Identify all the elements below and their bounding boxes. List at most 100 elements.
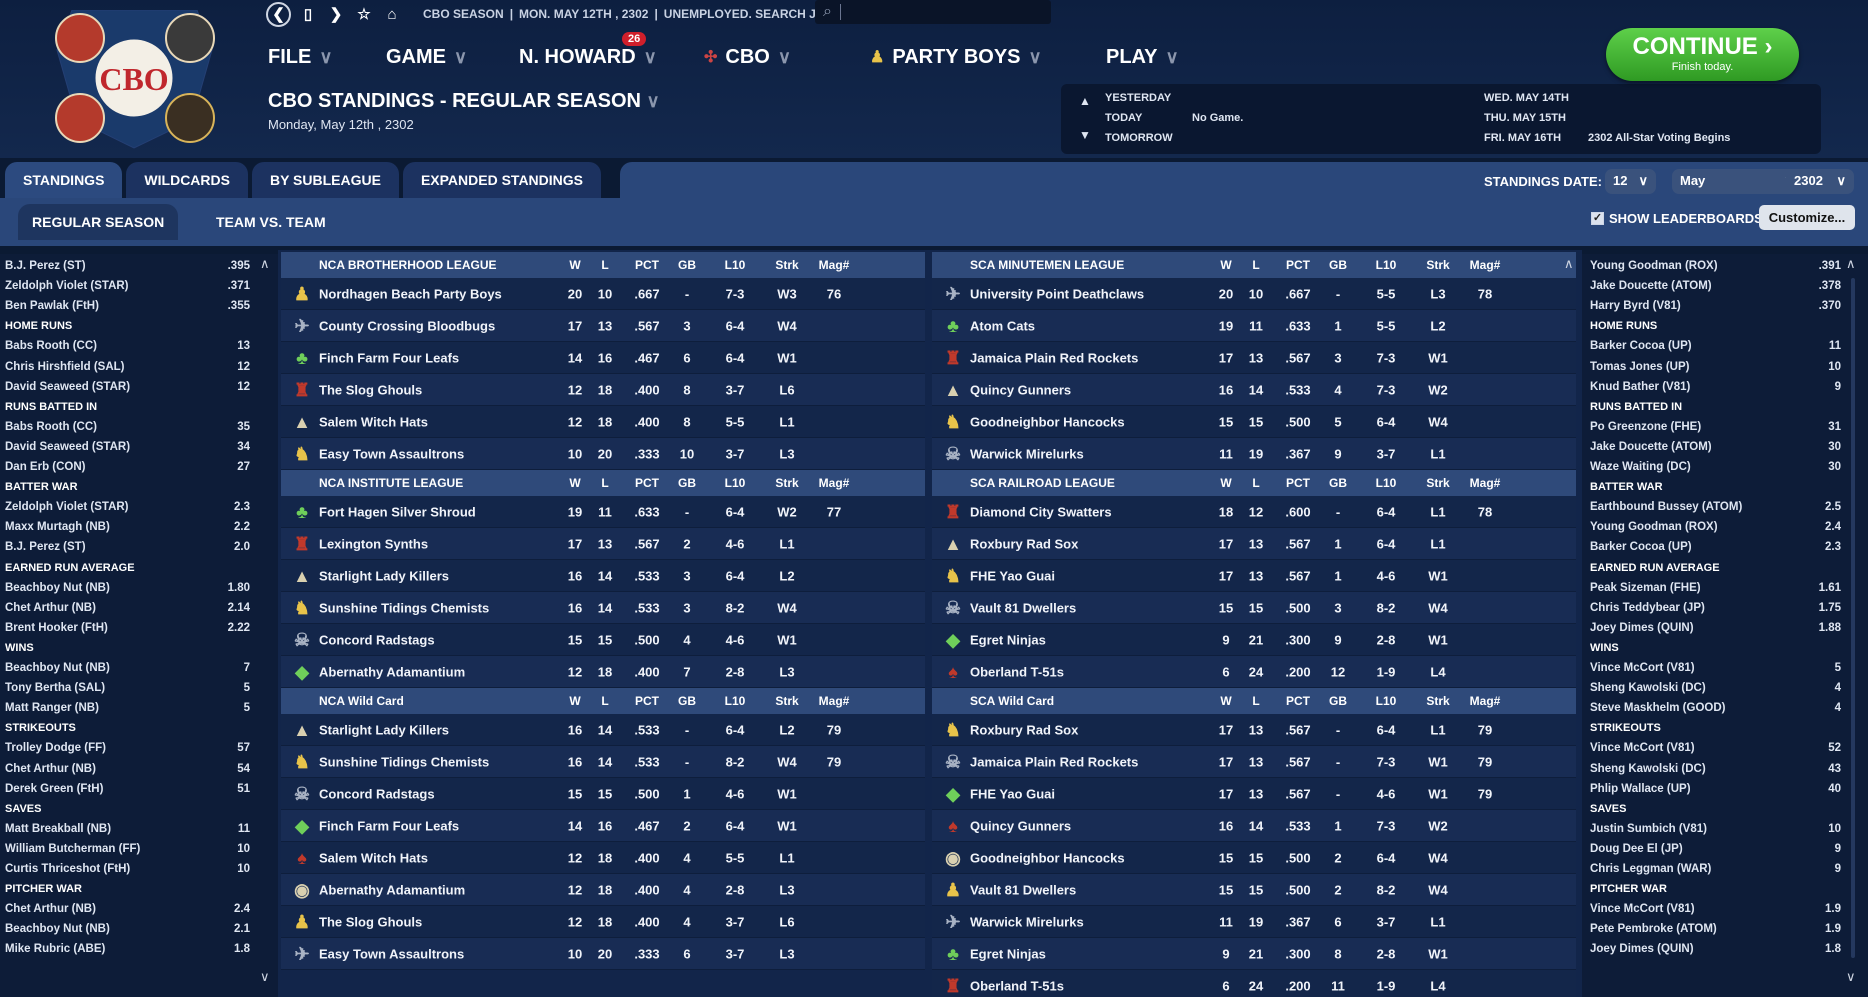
team-name[interactable]: Jamaica Plain Red Rockets bbox=[970, 754, 1139, 769]
table-row[interactable]: ✈ University Point Deathclaws 20 10 .667 - 5-5… bbox=[932, 278, 1576, 310]
leader-name[interactable]: David Seaweed (STAR) bbox=[5, 440, 131, 453]
table-row[interactable]: ☠ Vault 81 Dwellers 15 15 .500 3 8-2 W4 bbox=[932, 592, 1576, 624]
column-header[interactable]: L bbox=[601, 258, 609, 272]
team-name[interactable]: Quincy Gunners bbox=[970, 382, 1072, 397]
team-name[interactable]: Goodneighbor Hancocks bbox=[970, 850, 1125, 865]
team-name[interactable]: Atom Cats bbox=[970, 318, 1036, 333]
table-row[interactable]: ☠ Jamaica Plain Red Rockets 17 13 .567 - 7-3 W1… bbox=[932, 746, 1576, 778]
column-header[interactable]: L10 bbox=[1375, 694, 1397, 708]
scroll-up-icon[interactable]: ∧ bbox=[260, 256, 270, 271]
team-name[interactable]: Fort Hagen Silver Shroud bbox=[319, 504, 476, 519]
team-name[interactable]: Roxbury Rad Sox bbox=[970, 722, 1079, 737]
column-header[interactable]: Mag# bbox=[1469, 694, 1501, 708]
leader-name[interactable]: Beachboy Nut (NB) bbox=[5, 662, 110, 674]
team-name[interactable]: Vault 81 Dwellers bbox=[970, 600, 1077, 615]
breadcrumb-item[interactable]: UNEMPLOYED. SEARCH JOBS... bbox=[663, 7, 852, 21]
leader-name[interactable]: Chet Arthur (NB) bbox=[5, 903, 96, 916]
column-header[interactable]: L bbox=[1252, 476, 1260, 490]
page-title[interactable]: CBO STANDINGS - REGULAR SEASON ∨ bbox=[268, 90, 660, 112]
team-name[interactable]: Vault 81 Dwellers bbox=[970, 882, 1077, 897]
team-name[interactable]: The Slog Ghouls bbox=[319, 914, 423, 929]
leader-name[interactable]: Harry Byrd (V81) bbox=[1590, 300, 1681, 313]
team-name[interactable]: FHE Yao Guai bbox=[970, 786, 1056, 801]
search-input[interactable] bbox=[839, 4, 1020, 20]
scroll-up-icon[interactable]: ∧ bbox=[1846, 256, 1856, 271]
column-header[interactable]: Strk bbox=[1426, 694, 1450, 708]
leader-name[interactable]: Beachboy Nut (NB) bbox=[5, 581, 110, 594]
table-row[interactable]: ✈ Warwick Mirelurks 11 19 .367 6 3-7 L1 bbox=[932, 906, 1576, 938]
table-row[interactable]: ♜ The Slog Ghouls 12 18 .400 8 3-7 L6 bbox=[281, 374, 925, 406]
team-name[interactable]: Concord Radstags bbox=[319, 786, 435, 801]
column-header[interactable]: PCT bbox=[1286, 258, 1310, 272]
up-arrow-icon[interactable]: ▲ bbox=[1079, 94, 1091, 108]
table-row[interactable]: ▲ Quincy Gunners 16 14 .533 4 7-3 W2 bbox=[932, 374, 1576, 406]
column-header[interactable]: W bbox=[569, 258, 581, 272]
column-header[interactable]: W bbox=[1220, 476, 1232, 490]
table-row[interactable]: ▲ Starlight Lady Killers 16 14 .533 - 6-4 L2 79 bbox=[281, 714, 925, 746]
column-header[interactable]: PCT bbox=[635, 694, 659, 708]
scroll-down-icon[interactable]: ∨ bbox=[1846, 969, 1856, 984]
table-row[interactable]: ♠ Salem Witch Hats 12 18 .400 4 5-5 L1 bbox=[281, 842, 925, 874]
team-name[interactable]: Diamond City Swatters bbox=[970, 504, 1112, 519]
scroll-up-icon[interactable]: ∧ bbox=[1564, 256, 1574, 271]
team-name[interactable]: Goodneighbor Hancocks bbox=[970, 414, 1125, 429]
table-row[interactable]: ✈ Easy Town Assaultrons 10 20 .333 6 3-7 L3 bbox=[281, 938, 925, 970]
team-name[interactable]: Abernathy Adamantium bbox=[319, 664, 466, 679]
table-row[interactable]: ✈ County Crossing Bloodbugs 17 13 .567 3 6-4 W4 bbox=[281, 310, 925, 342]
team-name[interactable]: Salem Witch Hats bbox=[319, 850, 428, 865]
table-row[interactable]: ♟ The Slog Ghouls 12 18 .400 4 3-7 L6 bbox=[281, 906, 925, 938]
leader-name[interactable]: Chris Hirshfield (SAL) bbox=[5, 360, 125, 373]
team-name[interactable]: Jamaica Plain Red Rockets bbox=[970, 350, 1139, 365]
table-row[interactable]: ♞ Goodneighbor Hancocks 15 15 .500 5 6-4 W4 bbox=[932, 406, 1576, 438]
leader-name[interactable]: Joey Dimes (QUIN) bbox=[1590, 621, 1694, 634]
leader-name[interactable]: B.J. Perez (ST) bbox=[5, 260, 86, 272]
table-row[interactable]: ♜ Lexington Synths 17 13 .567 2 4-6 L1 bbox=[281, 528, 925, 560]
column-header[interactable]: Mag# bbox=[1469, 258, 1501, 272]
table-row[interactable]: ☠ Concord Radstags 15 15 .500 1 4-6 W1 bbox=[281, 778, 925, 810]
leader-name[interactable]: Phlip Wallace (UP) bbox=[1590, 782, 1691, 795]
table-row[interactable]: ♣ Egret Ninjas 9 21 .300 8 2-8 W1 bbox=[932, 938, 1576, 970]
month-select[interactable]: May∨ bbox=[1672, 169, 1802, 194]
table-row[interactable]: ◆ Finch Farm Four Leafs 14 16 .467 2 6-4 W1 bbox=[281, 810, 925, 842]
leader-name[interactable]: Curtis Thriceshot (FtH) bbox=[5, 863, 131, 875]
leader-name[interactable]: Young Goodman (ROX) bbox=[1590, 260, 1718, 272]
team-name[interactable]: University Point Deathclaws bbox=[970, 286, 1145, 301]
tab-by-subleague[interactable]: BY SUBLEAGUE bbox=[251, 162, 399, 198]
breadcrumb-item[interactable]: MON. MAY 12TH , 2302 bbox=[519, 7, 649, 21]
table-row[interactable]: ♞ Roxbury Rad Sox 17 13 .567 - 6-4 L1 79 bbox=[932, 714, 1576, 746]
team-name[interactable]: Egret Ninjas bbox=[970, 632, 1046, 647]
table-row[interactable]: ♞ Easy Town Assaultrons 10 20 .333 10 3-7 L3 bbox=[281, 438, 925, 470]
team-name[interactable]: Concord Radstags bbox=[319, 632, 435, 647]
table-row[interactable]: ◉ Abernathy Adamantium 12 18 .400 4 2-8 L3 bbox=[281, 874, 925, 906]
leader-name[interactable]: David Seaweed (STAR) bbox=[5, 380, 131, 393]
column-header[interactable]: L10 bbox=[1375, 476, 1397, 490]
column-header[interactable]: GB bbox=[678, 476, 696, 490]
leader-name[interactable]: Ben Pawlak (FtH) bbox=[5, 300, 99, 313]
table-row[interactable]: ▲ Roxbury Rad Sox 17 13 .567 1 6-4 L1 bbox=[932, 528, 1576, 560]
column-header[interactable]: PCT bbox=[1286, 476, 1310, 490]
team-name[interactable]: Nordhagen Beach Party Boys bbox=[319, 286, 502, 301]
team-name[interactable]: Quincy Gunners bbox=[970, 818, 1072, 833]
leader-name[interactable]: Sheng Kawolski (DC) bbox=[1590, 682, 1706, 695]
leader-name[interactable]: Mike Rubric (ABE) bbox=[5, 943, 106, 956]
team-name[interactable]: Oberland T-51s bbox=[970, 664, 1064, 679]
team-name[interactable]: Abernathy Adamantium bbox=[319, 882, 466, 897]
leader-name[interactable]: Chet Arthur (NB) bbox=[5, 762, 96, 775]
leader-name[interactable]: Joey Dimes (QUIN) bbox=[1590, 943, 1694, 956]
leader-name[interactable]: Justin Sumbich (V81) bbox=[1590, 822, 1707, 835]
leader-name[interactable]: Trolley Dodge (FF) bbox=[5, 742, 106, 755]
leader-name[interactable]: Jake Doucette (ATOM) bbox=[1590, 280, 1712, 293]
table-row[interactable]: ◆ FHE Yao Guai 17 13 .567 - 4-6 W1 79 bbox=[932, 778, 1576, 810]
leader-name[interactable]: Barker Cocoa (UP) bbox=[1590, 340, 1692, 353]
table-row[interactable]: ♣ Fort Hagen Silver Shroud 19 11 .633 - 6-4 W2 7… bbox=[281, 496, 925, 528]
menu-file[interactable]: FILE ∨ bbox=[268, 45, 333, 68]
day-select[interactable]: 12 ∨ bbox=[1605, 169, 1656, 194]
table-row[interactable]: ♜ Jamaica Plain Red Rockets 17 13 .567 3 7-3 W1 bbox=[932, 342, 1576, 374]
leader-name[interactable]: Derek Green (FtH) bbox=[5, 782, 104, 795]
team-name[interactable]: Warwick Mirelurks bbox=[970, 914, 1084, 929]
leader-name[interactable]: Matt Ranger (NB) bbox=[5, 702, 99, 715]
column-header[interactable]: L bbox=[1252, 258, 1260, 272]
leader-name[interactable]: Dan Erb (CON) bbox=[5, 461, 86, 473]
leader-name[interactable]: Jake Doucette (ATOM) bbox=[1590, 440, 1712, 453]
leader-name[interactable]: Zeldolph Violet (STAR) bbox=[5, 501, 129, 514]
